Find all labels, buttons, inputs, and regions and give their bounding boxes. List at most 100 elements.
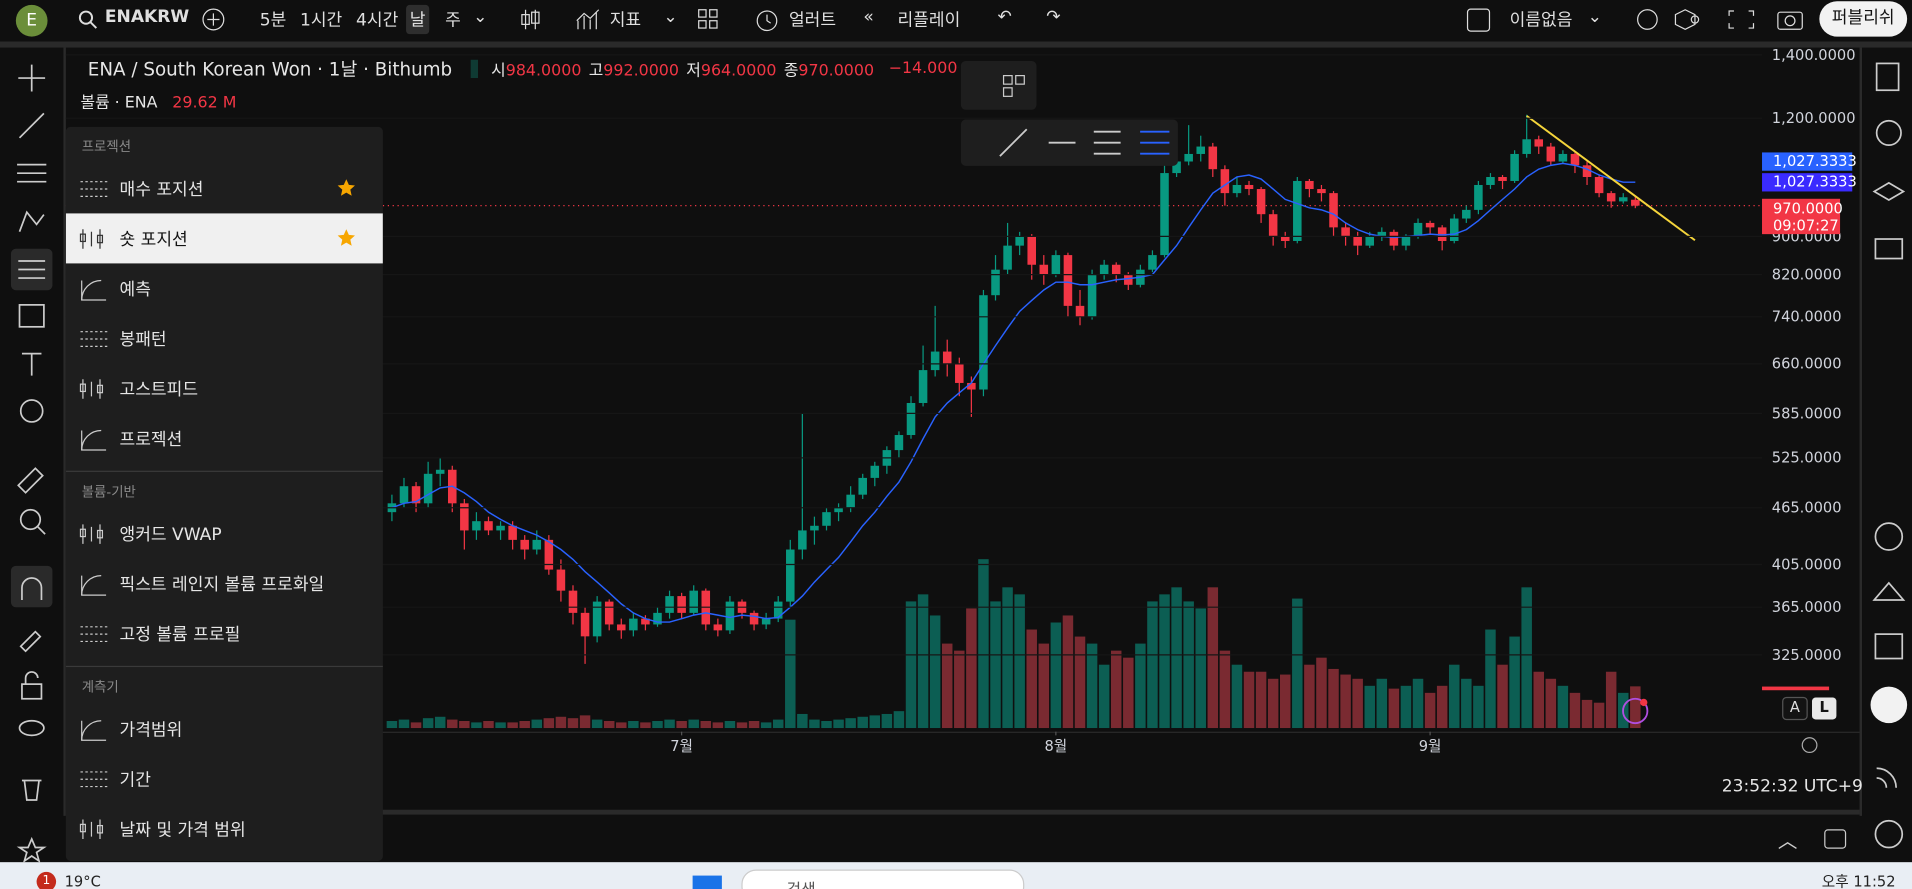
candle-body	[1522, 139, 1531, 154]
volume-bar	[1110, 650, 1122, 729]
button[interactable]	[1782, 696, 1808, 721]
start-button[interactable]	[692, 875, 722, 889]
menu-item[interactable]: 매수 포지션	[66, 163, 383, 213]
volume-bar	[845, 718, 856, 729]
maximize[interactable]	[1824, 829, 1847, 849]
candle-body	[556, 569, 566, 591]
menu-item[interactable]: 예측	[66, 263, 383, 313]
chevron[interactable]: ⌄	[473, 7, 488, 27]
menu-item[interactable]: 앵커드 VWAP	[66, 509, 383, 559]
candle-body	[1437, 227, 1447, 241]
menu-item[interactable]: 봉패턴	[66, 313, 383, 363]
candle-body	[1124, 274, 1133, 285]
candle-body	[1558, 153, 1568, 162]
collapse[interactable]: ︿	[1777, 829, 1798, 853]
volume-bar	[1533, 671, 1544, 729]
candle-body	[508, 525, 517, 540]
y-tick-label: 525.0000	[1772, 450, 1842, 467]
interval[interactable]: 4시간	[356, 10, 399, 31]
indicators[interactable]: 지표	[609, 10, 642, 31]
menu-item[interactable]: 고정 볼륨 프로필	[66, 609, 383, 659]
y-tick-label: 820.0000	[1772, 267, 1842, 284]
volume-bar	[1569, 692, 1581, 729]
alert-icon[interactable]	[754, 6, 781, 33]
ohlc-item: 시984.0000	[491, 57, 581, 80]
left-toolbar	[10, 64, 53, 863]
top-icons[interactable]	[1634, 6, 1853, 33]
scale-a[interactable]: A	[1789, 698, 1800, 716]
chevron[interactable]: ⌄	[663, 7, 678, 27]
volume-bar	[1026, 629, 1037, 729]
candle-body	[1365, 236, 1375, 246]
volume-bar	[966, 608, 977, 729]
separator	[63, 47, 66, 816]
volume-bar	[628, 720, 639, 729]
settings-icon[interactable]	[1801, 737, 1818, 754]
candle-body	[1268, 214, 1278, 237]
add-icon[interactable]	[201, 7, 225, 31]
menu-item[interactable]: 프로젝션	[66, 413, 383, 463]
search-text[interactable]: 검색	[787, 877, 816, 889]
redo[interactable]: ↷	[1046, 7, 1061, 27]
volume-bar	[386, 720, 398, 729]
volume-bar	[1243, 671, 1255, 729]
candle-icon[interactable]	[519, 7, 541, 31]
menu-item[interactable]: 가격범위	[66, 704, 383, 754]
alert[interactable]: 얼러트	[788, 10, 837, 31]
icon[interactable]	[1002, 74, 1013, 85]
menu-item[interactable]: 숏 포지션	[65, 213, 383, 264]
avatar[interactable]: E	[15, 4, 48, 37]
button[interactable]	[1812, 697, 1837, 720]
section-title: 프로젝션	[81, 139, 132, 155]
candle-body	[1534, 139, 1544, 147]
item-icon	[79, 523, 104, 544]
section-title: 계측기	[81, 679, 119, 696]
candle-body	[1039, 264, 1049, 275]
menu-item[interactable]: 기간	[66, 754, 383, 804]
checkbox[interactable]	[1466, 8, 1491, 32]
menu-item[interactable]: 고스트피드	[66, 363, 383, 413]
icon[interactable]	[1002, 87, 1013, 97]
candle-body	[786, 549, 795, 602]
chevron[interactable]: ⌄	[1587, 7, 1602, 27]
volume-bar	[833, 719, 844, 729]
volume-bar	[1328, 668, 1339, 729]
scale-l[interactable]: L	[1819, 698, 1829, 716]
candle-body	[918, 370, 928, 403]
volume-bar	[1304, 664, 1315, 729]
interval[interactable]: 주	[445, 10, 461, 31]
indicator-icon[interactable]	[576, 7, 603, 31]
volume-bar	[857, 716, 868, 729]
search-box[interactable]	[741, 869, 1025, 889]
volume-bar	[1545, 678, 1557, 729]
candle-body	[1087, 274, 1097, 317]
icon[interactable]	[1093, 130, 1121, 155]
icon[interactable]	[999, 128, 1028, 157]
undo[interactable]: ↶	[997, 7, 1012, 27]
replay-icon[interactable]: «	[863, 7, 874, 27]
candle-body	[967, 382, 976, 390]
symbol[interactable]: ENAKRW	[104, 7, 190, 27]
layout-icon[interactable]	[697, 9, 719, 31]
interval[interactable]: 5분	[259, 10, 287, 31]
interval[interactable]: 날	[406, 4, 430, 35]
y-tick-label: 405.0000	[1772, 556, 1842, 573]
menu-item[interactable]: 픽스트 레인지 볼륨 프로화일	[66, 559, 383, 609]
menu-item[interactable]: 날짜 및 가격 범위	[66, 804, 383, 854]
publish-button[interactable]: 퍼블리쉬	[1819, 1, 1908, 37]
icon[interactable]	[1622, 697, 1649, 725]
item-icon	[80, 180, 108, 197]
layout-name[interactable]: 이름없음	[1509, 10, 1573, 31]
volume-bar	[1074, 636, 1086, 729]
y-tick-label: 1,400.0000	[1772, 47, 1856, 64]
replay[interactable]: 리플레이	[897, 10, 961, 31]
favorite-star[interactable]	[337, 228, 357, 248]
icon[interactable]	[1140, 130, 1170, 155]
interval[interactable]: 1시간	[299, 10, 343, 31]
search-icon[interactable]	[78, 10, 98, 30]
candle-body	[1256, 189, 1266, 215]
icon[interactable]	[1015, 74, 1025, 85]
volume-bar	[447, 719, 458, 729]
favorite-star[interactable]	[337, 178, 357, 198]
volume-bar	[1400, 685, 1412, 729]
